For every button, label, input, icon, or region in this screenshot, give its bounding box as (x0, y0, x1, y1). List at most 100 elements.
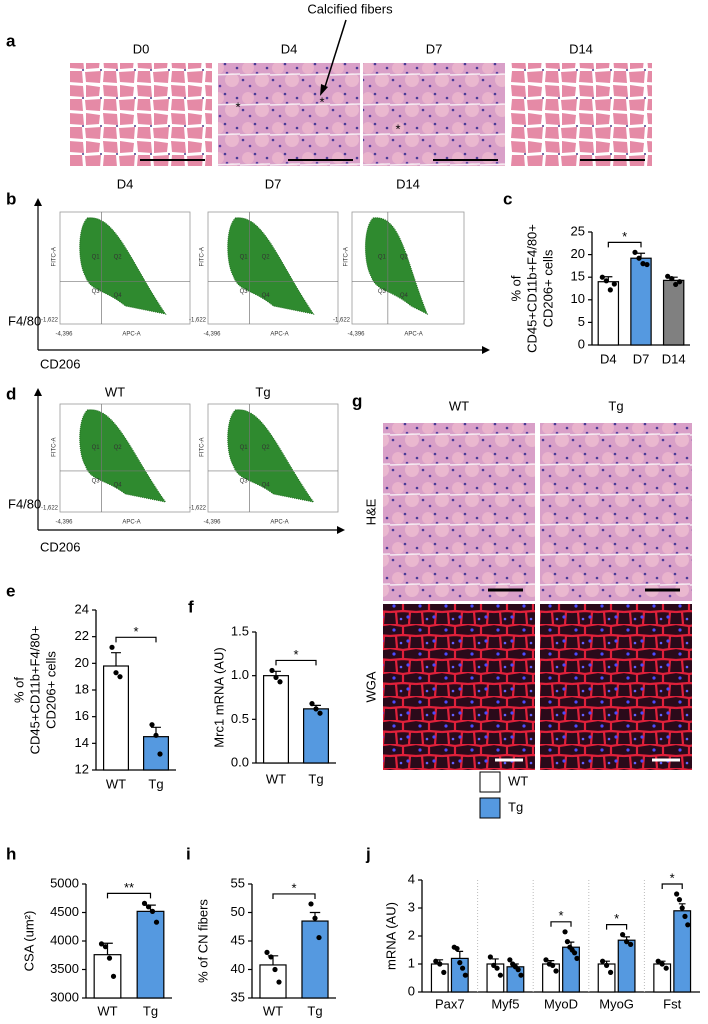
panel-letter: e (6, 581, 15, 600)
y-tick-label: 0.5 (231, 711, 249, 726)
quadrant-label: Q3 (92, 479, 101, 485)
bar (102, 665, 129, 771)
bar (662, 279, 685, 346)
data-point (273, 674, 279, 681)
quadrant-label: Q1 (378, 254, 387, 260)
flow-x-axis-label: APC-A (270, 332, 288, 338)
y-tick-label: 12 (75, 761, 89, 776)
data-point (674, 891, 680, 897)
y-tick-label: 3500 (50, 961, 79, 976)
data-point (673, 281, 679, 288)
flow-x-min: -4,396 (55, 332, 73, 338)
significance-bracket (661, 883, 683, 889)
panel-letter: h (6, 844, 16, 863)
data-point (494, 965, 500, 971)
y-tick-label: 18 (75, 681, 89, 696)
data-point (313, 706, 319, 712)
bar (93, 954, 122, 999)
quadrant-label: Q3 (240, 479, 249, 485)
quadrant-label: Q1 (92, 445, 101, 451)
flow-x-min: -4,396 (347, 332, 365, 338)
x-tick-label: D4 (600, 351, 617, 366)
histology-image (540, 423, 692, 601)
flow-y-axis-label: FITC-A (52, 247, 58, 266)
cell-cloud (227, 409, 315, 503)
x-tick-label: Tg (308, 771, 323, 786)
significance-bracket (550, 921, 572, 927)
data-point (562, 929, 568, 935)
x-tick-label: D14 (662, 351, 686, 366)
data-point (272, 966, 278, 973)
data-point (109, 644, 115, 650)
quadrant-label: Q3 (240, 289, 249, 295)
cell-cloud (227, 217, 315, 315)
histology-image (70, 63, 212, 166)
quadrant-label: Q4 (400, 293, 409, 299)
data-point (141, 900, 148, 906)
significance-label: * (558, 908, 563, 923)
data-point (113, 670, 119, 676)
bar (506, 966, 525, 993)
image-label: D7 (426, 41, 443, 56)
data-point (679, 905, 685, 911)
flow-x-min: -4,396 (203, 332, 221, 338)
histology-image (510, 63, 652, 166)
y-axis-title: CSA (um²) (21, 911, 36, 972)
marker: * (395, 121, 400, 136)
column-label: Tg (608, 398, 623, 413)
panel-letter: d (6, 384, 16, 403)
data-point (665, 273, 671, 279)
panel-letter: g (352, 391, 362, 410)
quadrant-label: Q4 (262, 293, 271, 299)
data-point (655, 958, 661, 964)
flow-x-axis-label: APC-A (122, 332, 140, 338)
flow-y-axis-label: FITC-A (200, 438, 206, 457)
significance-bracket (605, 924, 628, 930)
data-point (574, 955, 580, 962)
data-point (117, 674, 123, 680)
y-tick-label: 2 (408, 927, 415, 942)
y-tick-label: 25 (571, 223, 585, 238)
data-point (685, 922, 691, 928)
arrow-head (320, 84, 328, 96)
image-label: D14 (569, 41, 593, 56)
data-point (607, 969, 614, 976)
cell-cloud (364, 217, 429, 316)
quadrant-label: Q3 (378, 289, 387, 295)
bar (617, 939, 636, 993)
flow-x-axis-label: APC-A (122, 520, 140, 526)
data-point (507, 957, 513, 963)
flow-y-axis-label: FITC-A (344, 247, 350, 266)
axis-title: F4/80 (8, 496, 41, 511)
y-tick-label: 40 (231, 961, 245, 976)
data-point (620, 932, 626, 938)
row-label: H&E (363, 498, 378, 525)
column-label: WT (449, 398, 469, 413)
quadrant-label: Q2 (400, 254, 409, 260)
x-tick-label: Tg (143, 1003, 158, 1018)
panel-letter: f (188, 597, 194, 616)
x-tick-label: Myf5 (491, 996, 519, 1011)
significance-bracket (272, 893, 316, 899)
flow-x-min: -4,396 (203, 520, 221, 526)
y-tick-label: 24 (75, 601, 89, 616)
significance-bracket (106, 892, 152, 899)
y-tick-label: 4000 (50, 932, 79, 947)
fluorescence-image (540, 604, 692, 770)
cell-cloud (79, 409, 167, 503)
x-tick-label: Fst (663, 996, 681, 1011)
data-point (312, 915, 318, 921)
data-point (462, 972, 468, 978)
quadrant-label: Q2 (262, 445, 271, 451)
axis-arrow-head (482, 346, 490, 354)
cell-cloud (79, 217, 167, 315)
bar (143, 736, 170, 771)
row-label: WGA (363, 671, 378, 702)
data-point (677, 279, 683, 285)
data-point (571, 950, 578, 956)
data-point (269, 667, 275, 674)
y-tick-label: 50 (231, 904, 245, 919)
x-tick-label: Pax7 (435, 996, 465, 1011)
data-point (276, 979, 282, 985)
